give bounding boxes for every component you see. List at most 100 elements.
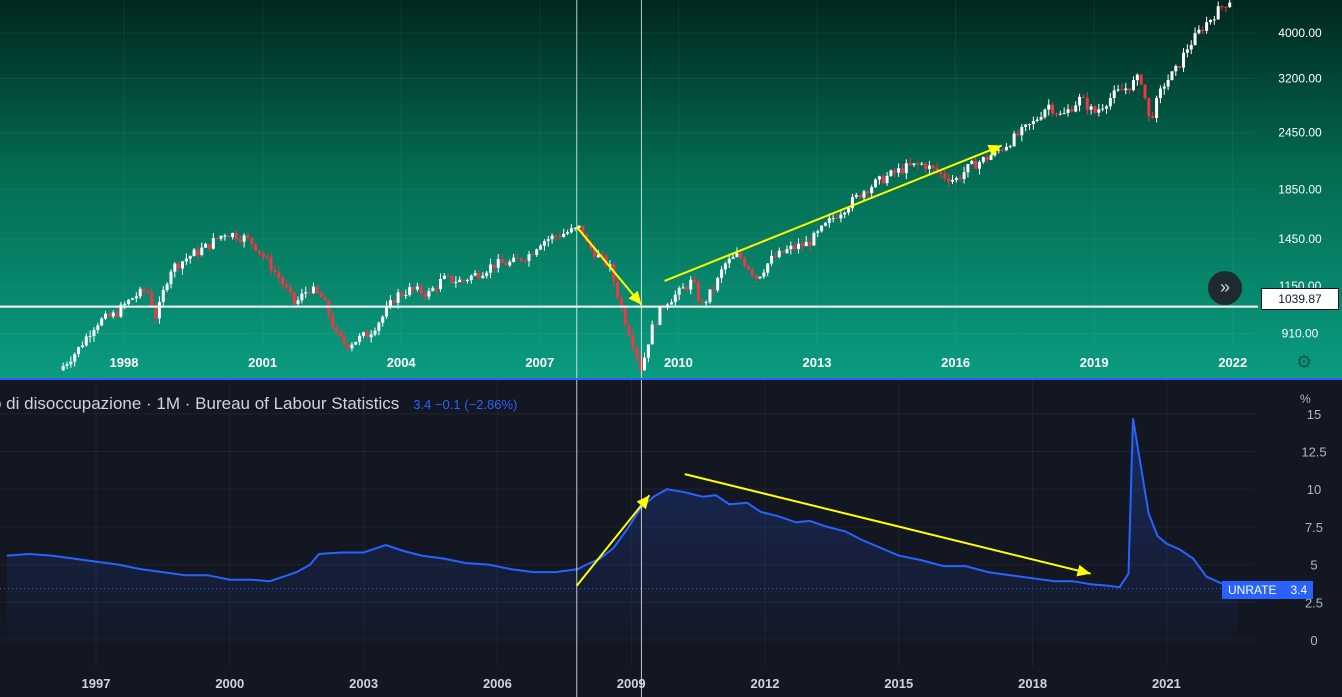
candle-body	[654, 324, 658, 326]
candle-body	[981, 157, 985, 162]
candle-body	[92, 329, 96, 337]
candle-body	[812, 232, 816, 246]
time-tick-label: 2022	[1218, 355, 1247, 370]
candle-body	[127, 299, 131, 304]
price-tick-label: 910.00	[1282, 327, 1319, 341]
candle-body	[997, 149, 1001, 151]
candle-body	[188, 256, 192, 259]
candle-body	[977, 161, 981, 169]
unemp-year-label: 2009	[617, 676, 646, 691]
candle-body	[446, 275, 450, 277]
time-tick-label: 2019	[1080, 355, 1109, 370]
gear-icon[interactable]: ⚙	[1296, 352, 1313, 372]
legend-title: o di disoccupazione · 1M · Bureau of Lab…	[0, 394, 400, 413]
candle-body	[835, 218, 839, 220]
candle-body	[658, 306, 662, 325]
candle-body	[415, 286, 419, 290]
fall-arrow	[684, 473, 1091, 575]
candle-body	[1001, 149, 1005, 151]
candle-body	[943, 173, 947, 179]
candle-body	[508, 261, 512, 266]
candle-body	[631, 335, 635, 348]
candle-body	[1108, 98, 1112, 107]
candle-body	[469, 275, 473, 281]
candle-body	[854, 194, 858, 198]
candle-body	[169, 271, 173, 285]
candle-body	[1201, 29, 1205, 31]
candle-body	[154, 306, 158, 319]
candle-body	[1031, 121, 1035, 125]
decline-arrow	[575, 226, 643, 306]
price-chart[interactable]: 4000.003200.002450.001850.001450.001150.…	[0, 0, 1342, 378]
candle-body	[100, 318, 104, 326]
candle-body	[1074, 105, 1078, 112]
candle-body	[1097, 109, 1101, 113]
candle-body	[850, 197, 854, 209]
candle-body	[1139, 74, 1143, 85]
candle-body	[893, 170, 897, 173]
candle-body	[912, 163, 916, 165]
pane-separator[interactable]	[0, 378, 1342, 380]
candle-body	[1081, 96, 1085, 98]
candle-body	[419, 286, 423, 294]
candle-body	[512, 257, 516, 262]
time-tick-label: 2010	[664, 355, 693, 370]
candle-body	[966, 164, 970, 173]
candle-body	[592, 248, 596, 258]
candle-body	[746, 265, 750, 270]
candle-body	[192, 249, 196, 257]
indicator-pane[interactable]: 15 12.5 10 7.5 5 2.5 0 1997 2000 2003 2006 2009 2012…	[0, 380, 1342, 697]
candle-body	[762, 272, 766, 277]
unemp-year-label: 2015	[884, 676, 913, 691]
candle-body	[639, 357, 643, 371]
price-pane[interactable]: 4000.00 3200.00 2450.00 1850.00 1450.00 1150.…	[0, 0, 1342, 378]
candle-body	[431, 288, 435, 291]
candle-body	[369, 334, 373, 338]
candle-body	[546, 239, 550, 242]
candle-body	[800, 243, 804, 247]
candle-body	[704, 302, 708, 304]
candle-body	[773, 255, 777, 258]
candle-body	[377, 322, 381, 331]
candle-body	[897, 168, 901, 173]
candle-body	[477, 273, 481, 279]
unemp-tick-label: 2.5	[1305, 595, 1323, 610]
rally-arrow	[664, 144, 1003, 282]
candle-body	[296, 300, 300, 304]
price-level-tag: 1039.87	[1261, 288, 1339, 310]
candle-body	[161, 289, 165, 302]
time-tick-label: 2016	[941, 355, 970, 370]
candle-body	[246, 235, 250, 238]
series-last-value-tag: UNRATE 3.4	[1222, 581, 1314, 599]
time-tick-label: 2001	[248, 355, 277, 370]
candle-body	[61, 365, 65, 371]
candle-body	[96, 325, 100, 330]
candle-body	[862, 191, 866, 198]
candle-body	[115, 312, 119, 317]
candle-body	[1012, 133, 1016, 147]
unemployment-chart[interactable]: 15 12.5 10 7.5 5 2.5 0 1997 2000 2003 2006 2009 2012…	[0, 380, 1342, 697]
candle-body	[458, 279, 462, 283]
unemp-year-label: 2012	[751, 676, 780, 691]
candle-body	[1228, 2, 1232, 8]
candle-body	[273, 270, 277, 273]
candle-body	[350, 344, 354, 349]
candle-body	[254, 243, 258, 251]
candle-body	[1043, 109, 1047, 118]
candle-body	[288, 287, 292, 292]
candle-body	[935, 167, 939, 173]
candle-body	[485, 272, 489, 276]
candle-body	[716, 277, 720, 291]
candle-body	[1189, 45, 1193, 50]
candle-body	[600, 254, 604, 256]
candle-body	[1208, 19, 1212, 23]
double-chevron-right-icon[interactable]: »	[1208, 271, 1242, 305]
candle-body	[215, 238, 219, 240]
candle-body	[785, 249, 789, 253]
candle-body	[577, 225, 581, 228]
candle-body	[385, 306, 389, 317]
candle-body	[904, 163, 908, 174]
series-legend[interactable]: o di disoccupazione · 1M · Bureau of Lab…	[0, 394, 517, 414]
candle-body	[646, 344, 650, 358]
candle-body	[743, 258, 747, 266]
